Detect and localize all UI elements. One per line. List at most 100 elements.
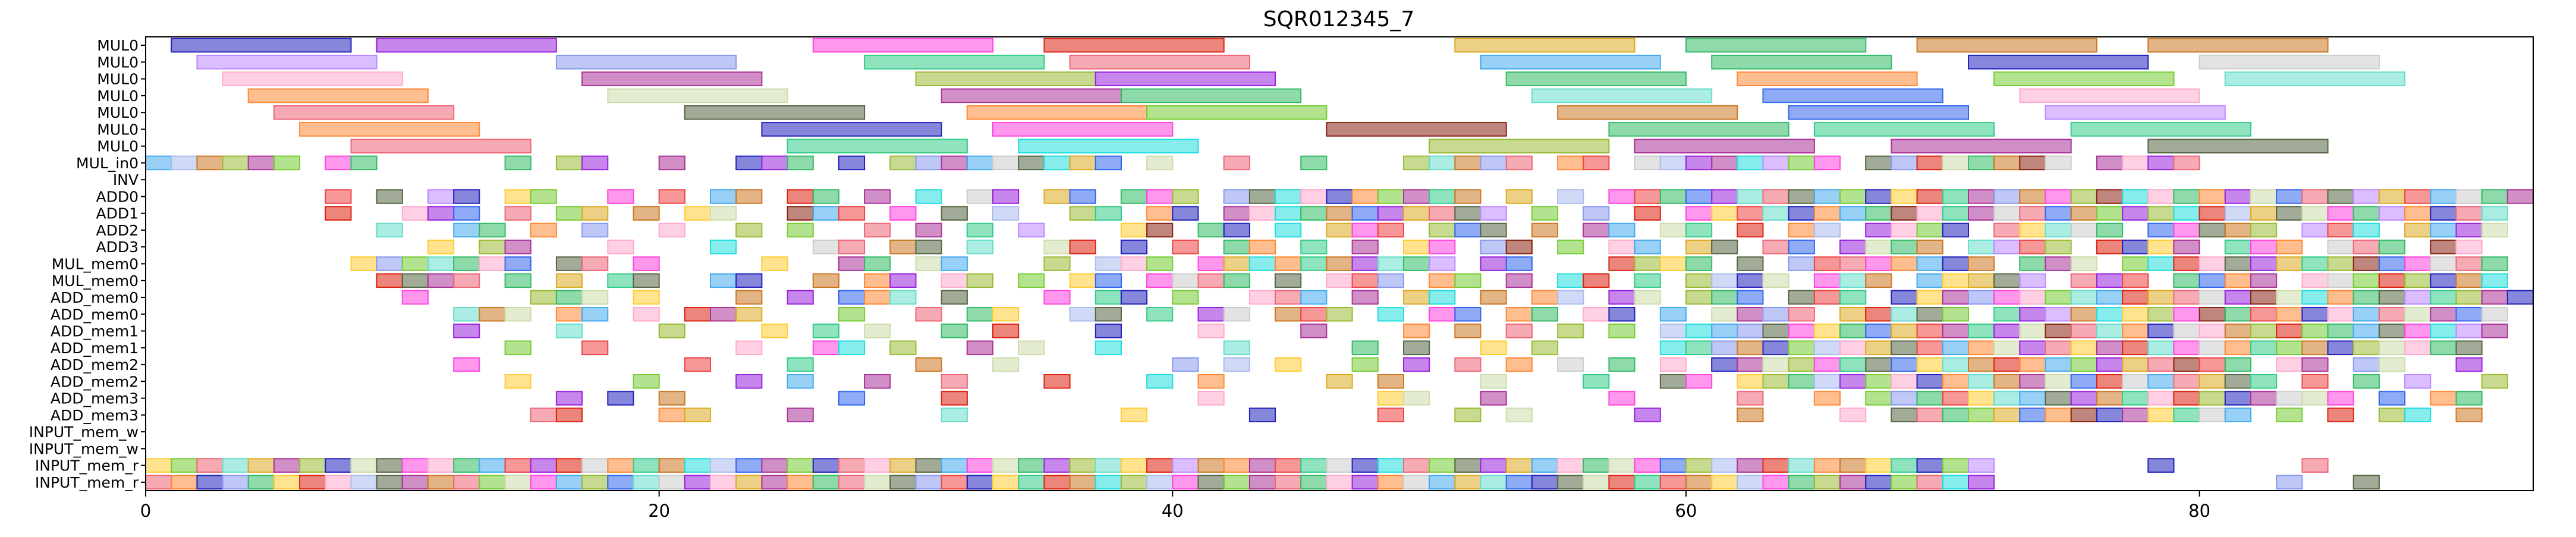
- task-bar: [1300, 475, 1328, 490]
- task-bar: [889, 290, 917, 305]
- task-bar: [376, 222, 403, 238]
- task-bar: [1505, 357, 1533, 372]
- task-bar: [2147, 458, 2175, 473]
- task-bar: [941, 256, 968, 271]
- task-bar: [1711, 458, 1738, 473]
- task-bar: [2045, 206, 2072, 221]
- task-bar: [2122, 340, 2149, 356]
- task-bar: [555, 273, 583, 288]
- task-bar: [2070, 340, 2097, 356]
- task-bar: [2045, 374, 2072, 389]
- task-bar: [1659, 374, 1687, 389]
- task-bar: [1685, 340, 1713, 356]
- task-bar: [1403, 475, 1430, 490]
- task-bar: [453, 222, 480, 238]
- task-bar: [2455, 256, 2483, 271]
- task-bar: [1275, 290, 1302, 305]
- task-bar: [633, 458, 660, 473]
- task-bar: [401, 206, 429, 221]
- task-bar: [1146, 189, 1174, 204]
- chart-title: SQR012345_7: [1263, 7, 1415, 32]
- task-bar: [607, 475, 634, 490]
- task-bar: [1813, 324, 1841, 338]
- task-bar: [2327, 206, 2354, 221]
- task-bar: [1737, 307, 1764, 322]
- task-bar: [1813, 122, 1995, 137]
- y-tick-label: ADD_mem3: [51, 390, 139, 407]
- task-bar: [992, 475, 1020, 490]
- task-bar: [1788, 222, 1815, 238]
- task-bar: [1993, 324, 2021, 338]
- task-bar: [992, 206, 1020, 221]
- task-bar: [710, 239, 737, 255]
- task-bar: [2276, 206, 2303, 221]
- task-bar: [1968, 475, 1995, 490]
- task-bar: [1634, 407, 1661, 423]
- task-bar: [2147, 340, 2175, 356]
- task-bar: [2147, 256, 2175, 271]
- task-bar: [2250, 273, 2278, 288]
- task-bar: [1659, 475, 1687, 490]
- task-bar: [1146, 307, 1174, 322]
- task-bar: [2070, 391, 2097, 406]
- task-bar: [2301, 391, 2329, 406]
- task-bar: [735, 475, 763, 490]
- task-bar: [2250, 239, 2278, 255]
- task-bar: [1737, 357, 1764, 372]
- task-bar: [2045, 105, 2226, 120]
- task-bar: [966, 458, 994, 473]
- task-bar: [1326, 374, 1353, 389]
- x-tick-label: 60: [1675, 501, 1697, 521]
- task-bar: [555, 458, 583, 473]
- task-bar: [1993, 340, 2021, 356]
- task-bar: [1043, 155, 1071, 171]
- task-bar: [1737, 340, 1764, 356]
- task-bar: [2481, 374, 2508, 389]
- task-bar: [1839, 458, 1867, 473]
- task-bar: [2455, 239, 2483, 255]
- task-bar: [1942, 357, 1970, 372]
- task-bar: [1223, 189, 1250, 204]
- task-bar: [838, 239, 866, 255]
- task-bar: [2019, 324, 2046, 338]
- task-bar: [1531, 340, 1559, 356]
- x-tick-label: 20: [648, 501, 670, 521]
- task-bar: [555, 290, 583, 305]
- task-bar: [1172, 290, 1199, 305]
- task-bar: [1197, 374, 1225, 389]
- task-bar: [1172, 458, 1199, 473]
- task-bar: [2378, 256, 2406, 271]
- task-bar: [2378, 239, 2406, 255]
- task-bar: [812, 37, 994, 53]
- task-bar: [1916, 206, 1943, 221]
- task-bar: [2173, 222, 2200, 238]
- task-bar: [1454, 324, 1482, 338]
- task-bar: [1326, 122, 1507, 137]
- task-bar: [1583, 222, 1610, 238]
- task-bar: [941, 374, 968, 389]
- task-bar: [1788, 357, 1815, 372]
- task-bar: [1454, 475, 1482, 490]
- task-bar: [1634, 239, 1661, 255]
- task-bar: [1172, 475, 1199, 490]
- task-bar: [889, 239, 917, 255]
- task-bar: [607, 88, 788, 103]
- task-bar: [2276, 475, 2303, 490]
- task-bar: [1762, 357, 1789, 372]
- task-bar: [1454, 307, 1482, 322]
- task-bar: [1557, 155, 1584, 171]
- task-bar: [2327, 189, 2354, 204]
- task-bar: [1505, 155, 1533, 171]
- task-bar: [1351, 256, 1379, 271]
- task-bar: [1351, 206, 1379, 221]
- task-bar: [453, 256, 480, 271]
- task-bar: [1891, 475, 1918, 490]
- task-bar: [401, 256, 429, 271]
- task-bar: [2301, 458, 2329, 473]
- task-bar: [1583, 206, 1610, 221]
- task-bar: [1326, 256, 1353, 271]
- task-bar: [1018, 340, 1045, 356]
- task-bar: [838, 206, 866, 221]
- task-bar: [2250, 340, 2278, 356]
- task-bar: [1634, 273, 1661, 288]
